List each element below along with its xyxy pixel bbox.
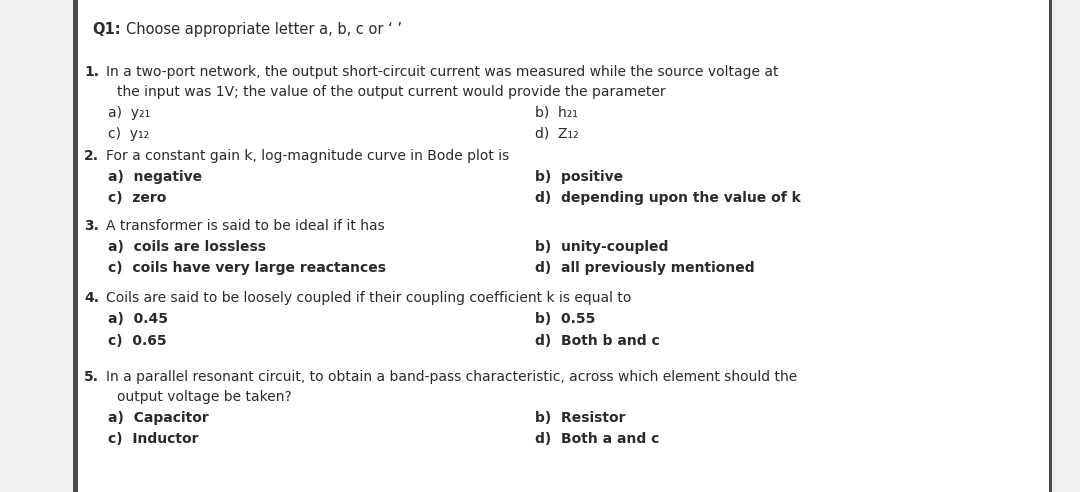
Text: A transformer is said to be ideal if it has: A transformer is said to be ideal if it … (106, 219, 384, 233)
Text: d)  Z₁₂: d) Z₁₂ (535, 127, 578, 141)
FancyBboxPatch shape (73, 0, 1052, 492)
Text: c)  Inductor: c) Inductor (108, 432, 199, 446)
Text: c)  0.65: c) 0.65 (108, 334, 166, 347)
Text: b)  0.55: b) 0.55 (535, 312, 595, 326)
Text: d)  all previously mentioned: d) all previously mentioned (535, 261, 754, 275)
Text: a)  Capacitor: a) Capacitor (108, 411, 208, 425)
Text: 3.: 3. (84, 219, 99, 233)
Text: b)  h₂₁: b) h₂₁ (535, 106, 578, 120)
Text: 4.: 4. (84, 291, 99, 305)
Text: a)  y₂₁: a) y₂₁ (108, 106, 150, 120)
Text: b)  positive: b) positive (535, 170, 623, 184)
Text: Choose appropriate letter a, b, c or ‘ ’: Choose appropriate letter a, b, c or ‘ ’ (126, 22, 403, 37)
Text: a)  0.45: a) 0.45 (108, 312, 168, 326)
Text: For a constant gain k, log-magnitude curve in Bode plot is: For a constant gain k, log-magnitude cur… (106, 149, 509, 162)
Text: Coils are said to be loosely coupled if their coupling coefficient k is equal to: Coils are said to be loosely coupled if … (106, 291, 631, 305)
Text: output voltage be taken?: output voltage be taken? (117, 390, 292, 403)
Text: In a two-port network, the output short-circuit current was measured while the s: In a two-port network, the output short-… (106, 65, 779, 79)
Bar (73, 0, 78, 492)
Text: b)  Resistor: b) Resistor (535, 411, 625, 425)
Text: 1.: 1. (84, 65, 99, 79)
Text: d)  Both a and c: d) Both a and c (535, 432, 659, 446)
Text: 2.: 2. (84, 149, 99, 162)
Text: d)  Both b and c: d) Both b and c (535, 334, 660, 347)
Text: Q1:: Q1: (92, 22, 121, 37)
Text: d)  depending upon the value of k: d) depending upon the value of k (535, 191, 800, 205)
Text: c)  coils have very large reactances: c) coils have very large reactances (108, 261, 386, 275)
Text: In a parallel resonant circuit, to obtain a band-pass characteristic, across whi: In a parallel resonant circuit, to obtai… (106, 370, 797, 384)
Bar (1049, 0, 1052, 492)
Text: 5.: 5. (84, 370, 99, 384)
Text: c)  y₁₂: c) y₁₂ (108, 127, 149, 141)
Text: a)  negative: a) negative (108, 170, 202, 184)
Text: b)  unity-coupled: b) unity-coupled (535, 240, 667, 254)
Text: the input was 1V; the value of the output current would provide the parameter: the input was 1V; the value of the outpu… (117, 85, 665, 98)
Text: c)  zero: c) zero (108, 191, 166, 205)
Text: a)  coils are lossless: a) coils are lossless (108, 240, 266, 254)
